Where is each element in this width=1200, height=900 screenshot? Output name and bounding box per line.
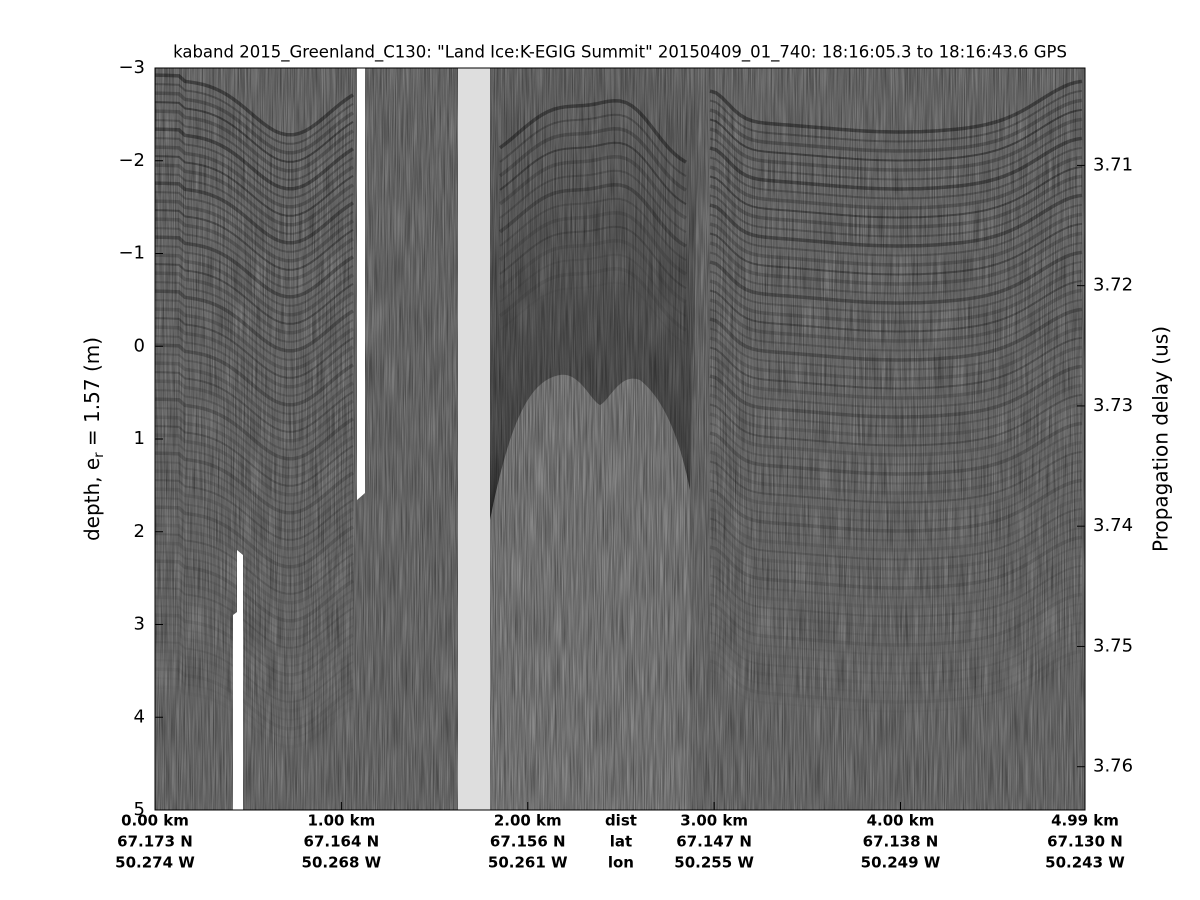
y-tick-label: −3 <box>118 57 145 78</box>
lon-label: 50.243 W <box>1045 854 1125 872</box>
y-label-subscript: r <box>92 452 107 458</box>
lon-label: 50.261 W <box>488 854 568 872</box>
y2-tick-label: 3.74 <box>1093 515 1133 536</box>
x-tick-label: 3.00 km <box>680 812 748 830</box>
lon-label: 50.255 W <box>674 854 754 872</box>
lon-label: 50.268 W <box>302 854 382 872</box>
y2-axis-label: Propagation delay (us) <box>1149 326 1173 552</box>
lon-label: 50.249 W <box>861 854 941 872</box>
echogram-image <box>155 68 1085 810</box>
y2-tick-label: 3.72 <box>1093 275 1133 296</box>
image-noise <box>155 68 1085 810</box>
y-tick-label: 2 <box>134 521 145 542</box>
chart-title: kaband 2015_Greenland_C130: "Land Ice:K-… <box>173 43 1067 63</box>
y2-tick-label: 3.73 <box>1093 395 1133 416</box>
y-label-text: depth, e <box>80 458 104 541</box>
y-tick-label: 3 <box>134 614 145 635</box>
x-tick-label: 2.00 km <box>494 812 562 830</box>
x-tick-label: 1.00 km <box>307 812 375 830</box>
lat-label: 67.130 N <box>1047 833 1123 851</box>
x-tick-label: 4.99 km <box>1051 812 1119 830</box>
y-tick-label: −2 <box>118 150 145 171</box>
data-gap <box>458 68 490 810</box>
y-tick-label: 5 <box>134 799 145 820</box>
row-label: dist <box>605 812 637 830</box>
y-label-text: = 1.57 (m) <box>80 337 104 452</box>
y-tick-label: −1 <box>118 243 145 264</box>
lat-label: 67.173 N <box>117 833 193 851</box>
lat-label: 67.156 N <box>490 833 566 851</box>
y2-tick-label: 3.75 <box>1093 635 1133 656</box>
lat-label: 67.138 N <box>863 833 939 851</box>
lon-label: 50.274 W <box>115 854 195 872</box>
row-label: lat <box>610 833 632 851</box>
data-gap <box>233 550 243 810</box>
y-axis-label: depth, er = 1.57 (m) <box>80 337 107 541</box>
row-label: lon <box>608 854 634 872</box>
y-tick-label: 0 <box>134 335 145 356</box>
y2-tick-label: 3.76 <box>1093 756 1133 777</box>
x-tick-label: 4.00 km <box>867 812 935 830</box>
y2-tick-label: 3.71 <box>1093 154 1133 175</box>
y-tick-label: 1 <box>134 428 145 449</box>
lat-label: 67.147 N <box>676 833 752 851</box>
data-gap <box>357 68 365 500</box>
y-tick-label: 4 <box>134 706 145 727</box>
lat-label: 67.164 N <box>304 833 380 851</box>
x-tick-label: 0.00 km <box>121 812 189 830</box>
